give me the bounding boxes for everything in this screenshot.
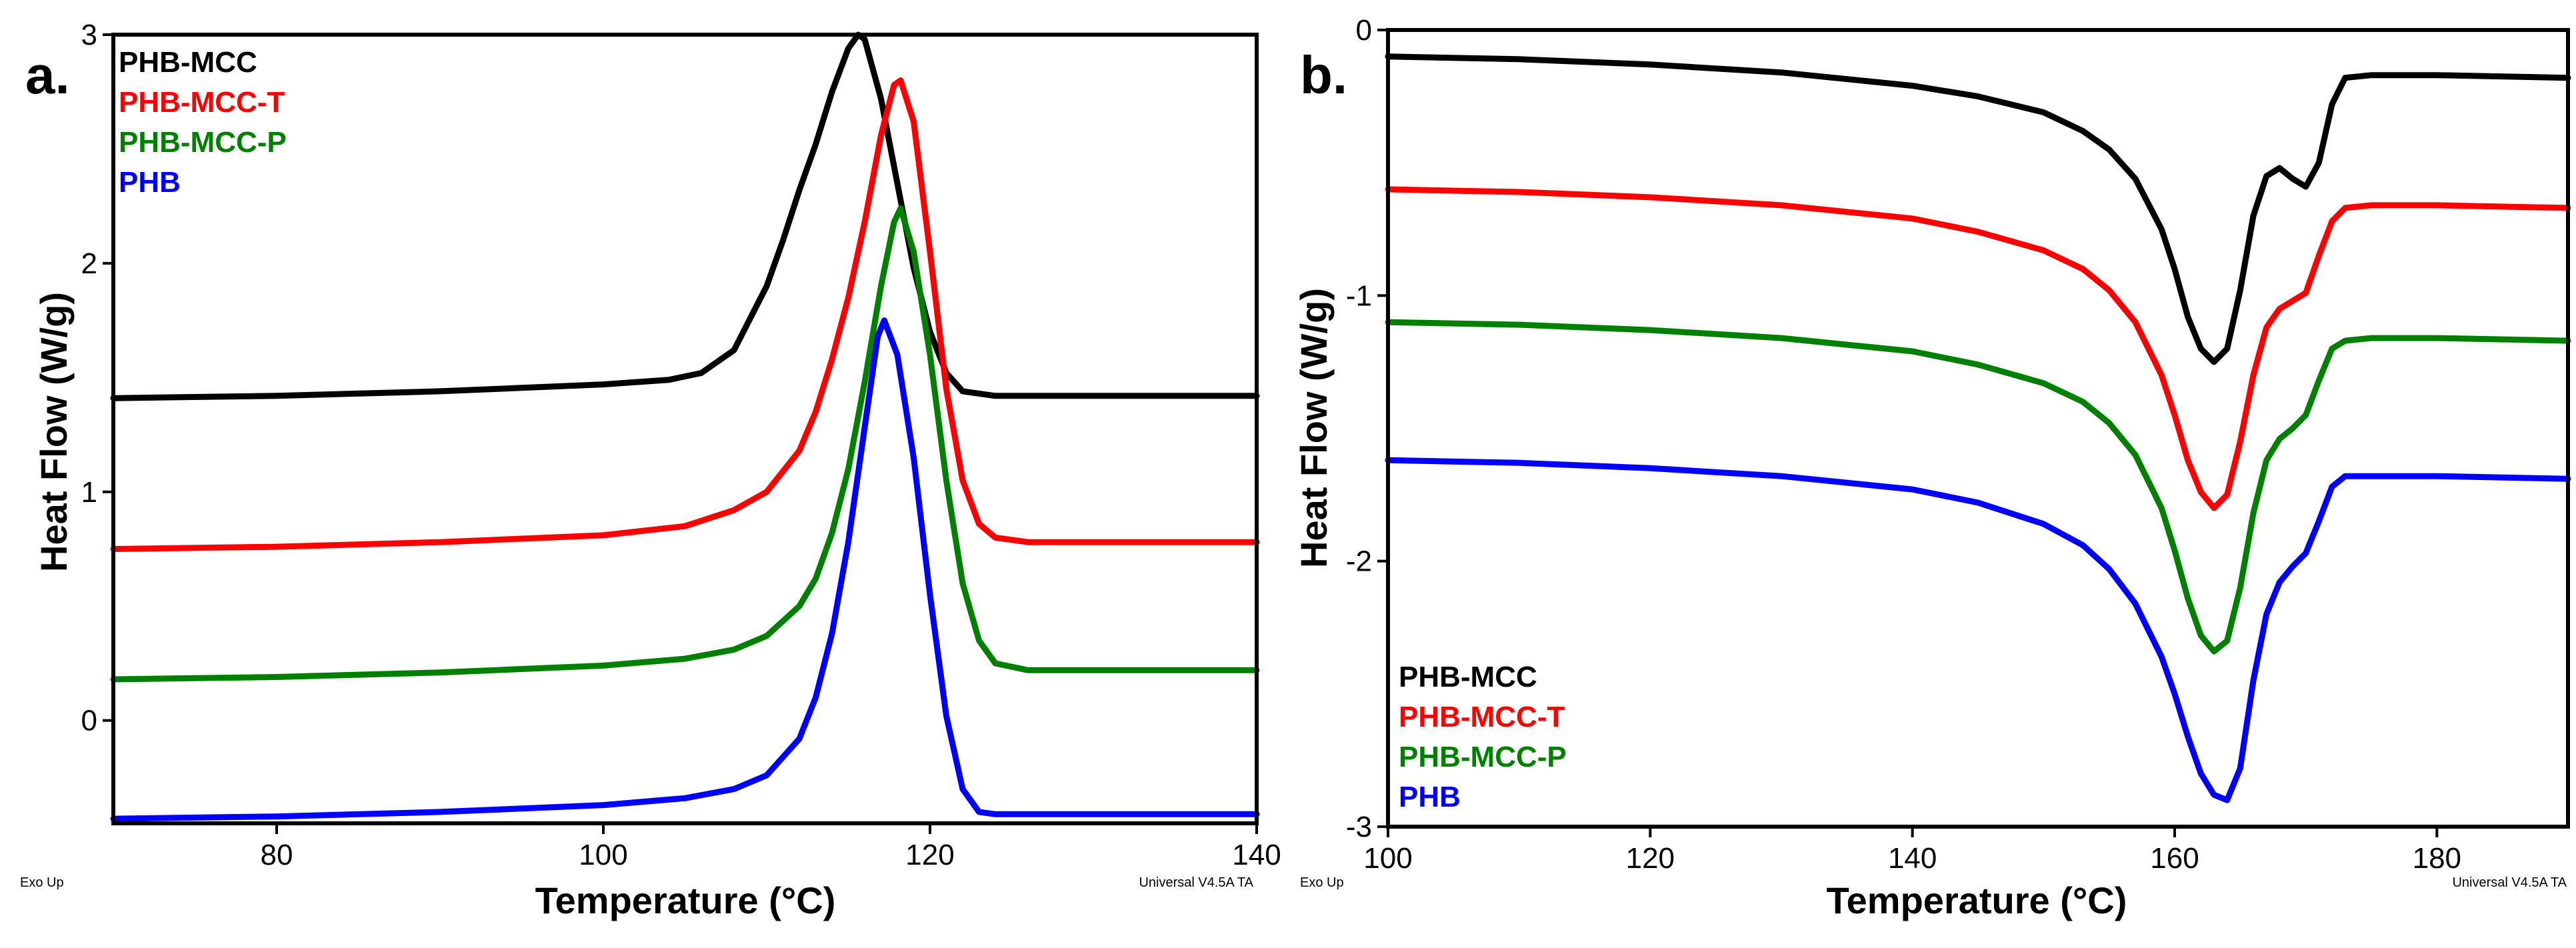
panel-b-label: b.	[1300, 45, 1347, 105]
x-tick-label: 140	[1888, 842, 1937, 875]
panel-b-y-axis-title: Heat Flow (W/g)	[1293, 288, 1335, 568]
panel-a-legend-item: PHB-MCC-T	[119, 86, 285, 119]
series-line-phb-mcc-t	[110, 77, 1260, 552]
panel-a-footer-software: Universal V4.5A TA	[1139, 875, 1253, 890]
panel-b-plot-frame	[1386, 28, 2570, 829]
x-tick-label: 80	[261, 839, 293, 871]
x-tick-label: 100	[1363, 842, 1412, 875]
y-tick-label: -2	[1346, 545, 1372, 578]
panel-a-legend: PHB-MCC PHB-MCC-T PHB-MCC-P PHB	[119, 46, 287, 199]
panel-b-legend: PHB-MCC PHB-MCC-T PHB-MCC-P PHB	[1399, 661, 1567, 813]
panel-a-series	[110, 31, 1260, 822]
x-tick-label: 100	[579, 839, 627, 871]
y-tick-label: -3	[1346, 811, 1372, 843]
series-line-phb-mcc-t	[1385, 186, 2571, 511]
panel-b-legend-item: PHB-MCC	[1399, 661, 1537, 693]
series-line-phb-mcc-p	[1385, 319, 2571, 655]
x-tick-label: 180	[2413, 842, 2461, 875]
panel-a-legend-item: PHB-MCC	[119, 46, 257, 79]
panel-b-x-axis-title: Temperature (°C)	[1827, 879, 2127, 921]
panel-b-legend-item: PHB-MCC-T	[1399, 701, 1565, 733]
panel-a-footer-exo-up: Exo Up	[20, 875, 64, 890]
y-tick-label: 0	[1356, 14, 1372, 47]
panel-b-footer-exo-up: Exo Up	[1300, 875, 1344, 890]
y-tick-label: 2	[81, 247, 97, 280]
x-tick-label: 120	[1626, 842, 1675, 875]
panel-b-series	[1385, 53, 2571, 803]
panel-a-legend-item: PHB-MCC-P	[119, 126, 287, 159]
x-tick-label: 120	[905, 839, 954, 871]
series-line-phb	[110, 317, 1260, 822]
panel-a-plot-frame	[111, 33, 1259, 825]
panel-b: 100 120 140 160 180 0 -1 -2 -3 b. Temperature (°…	[1293, 14, 2571, 921]
y-tick-label: -1	[1346, 279, 1372, 312]
panel-a-legend-item: PHB	[119, 166, 181, 199]
x-tick-label: 160	[2150, 842, 2199, 875]
y-tick-label: 1	[81, 476, 97, 509]
panel-b-legend-item: PHB-MCC-P	[1399, 741, 1567, 773]
panel-a-x-axis-title: Temperature (°C)	[535, 879, 836, 921]
panel-b-legend-item: PHB	[1399, 781, 1461, 813]
series-line-phb-mcc	[1385, 53, 2571, 365]
y-tick-label: 3	[81, 19, 97, 51]
series-line-phb	[1385, 457, 2571, 803]
panel-a-ticks: 80 100 120 140 0 1 2 3	[81, 19, 1281, 871]
series-line-phb-mcc-p	[110, 205, 1260, 683]
panel-a-y-axis-title: Heat Flow (W/g)	[33, 292, 75, 572]
panel-b-ticks: 100 120 140 160 180 0 -1 -2 -3	[1346, 14, 2461, 875]
y-tick-label: 0	[81, 705, 97, 737]
panel-a-label: a.	[25, 45, 70, 105]
panel-a: 80 100 120 140 0 1 2 3 a. Temperature (°C) Heat…	[20, 19, 1281, 921]
panel-b-footer-software: Universal V4.5A TA	[2452, 875, 2567, 890]
x-tick-label: 140	[1232, 839, 1281, 871]
series-line-phb-mcc	[110, 31, 1260, 401]
